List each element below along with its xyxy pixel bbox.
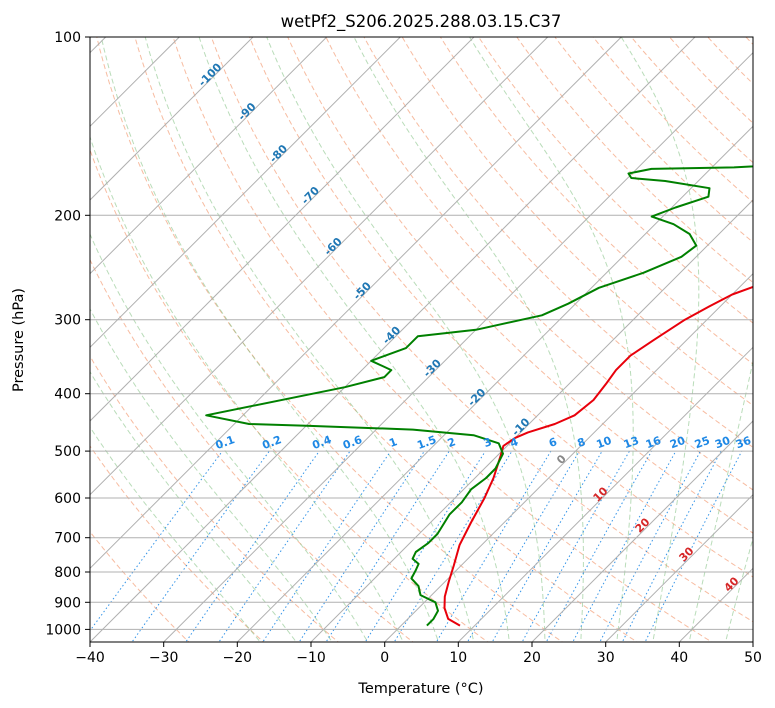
- x-tick-label: 40: [670, 650, 688, 666]
- y-tick-label: 1000: [45, 622, 81, 638]
- isotherm-gridline: [163, 51, 753, 642]
- mixing-ratio-label: 1.5: [415, 433, 438, 452]
- moist-adiabat-line: [90, 370, 297, 642]
- mixing-ratio-label: 25: [693, 434, 712, 451]
- plot-frame: [89, 36, 754, 643]
- mixing-ratio-label: 2: [446, 435, 458, 450]
- x-axis: −40 −30 −20 −10 0 10 20 30 40 50: [75, 642, 762, 666]
- mixing-ratio-label: 8: [576, 435, 588, 450]
- x-tick-label: 20: [523, 650, 541, 666]
- y-tick-label: 200: [54, 208, 81, 224]
- mixing-ratio-label: 30: [713, 434, 732, 452]
- moist-adiabat-line: [90, 232, 369, 642]
- dry-adiabat-line: [325, 37, 753, 491]
- y-tick-label: 400: [54, 387, 81, 403]
- dry-adiabat-line: [287, 37, 753, 534]
- mixing-ratio-line: [218, 450, 351, 642]
- mixing-ratio-line: [621, 450, 722, 642]
- mixing-ratio-label: 0.4: [310, 433, 333, 452]
- mixing-ratio-label: 1: [387, 435, 399, 450]
- y-tick-label: 900: [54, 595, 81, 611]
- moist-adiabat-line: [90, 426, 261, 642]
- x-tick-label: 50: [744, 650, 762, 666]
- mixing-ratio-label: 36: [734, 434, 753, 452]
- mixing-ratio-line: [466, 450, 580, 642]
- isotherm-gridline: [236, 125, 753, 642]
- isotherm-gridline: [90, 37, 549, 496]
- dry-adiabat-line: [401, 37, 753, 406]
- mixing-ratio-label: 4: [508, 435, 520, 450]
- x-tick-label: 0: [380, 650, 389, 666]
- isotherm-gridline: [90, 37, 401, 349]
- isotherm-gridline: [90, 37, 254, 201]
- mixing-ratio-line: [599, 450, 701, 642]
- isotherm-gridline: [531, 420, 753, 642]
- dewpoint-profile-line: [205, 165, 753, 627]
- mixing-ratio-label: 6: [547, 435, 559, 450]
- y-axis-title: Pressure (hPa): [11, 288, 27, 392]
- mixing-ratio-line: [393, 450, 513, 642]
- moist-adiabat-line: [688, 358, 753, 642]
- isotherm-gridline: [90, 37, 622, 570]
- x-tick-label: −20: [223, 650, 253, 666]
- mixing-ratio-line: [325, 450, 450, 642]
- mixing-ratio-line: [298, 450, 425, 642]
- isotherm-gridline: [90, 37, 328, 275]
- isotherm-gridline: [457, 346, 753, 642]
- moist-adiabat-line: [725, 536, 753, 642]
- isotherm-gridline: [605, 493, 753, 642]
- background-lines: [90, 37, 753, 642]
- profile-lines: [205, 165, 753, 627]
- isotherm-gridline: [310, 199, 753, 642]
- dry-adiabat-line: [90, 148, 489, 642]
- mixing-ratio-label: 0.1: [214, 433, 237, 452]
- isotherm-gridline: [384, 272, 753, 642]
- y-tick-label: 800: [54, 565, 81, 581]
- temperature-profile-line: [443, 285, 753, 627]
- x-tick-label: 10: [449, 650, 467, 666]
- dry-adiabat-line: [439, 37, 753, 365]
- mixing-ratio-line: [90, 450, 223, 632]
- mixing-ratio-label: 10: [595, 434, 614, 452]
- y-tick-label: 600: [54, 491, 81, 507]
- mixing-ratio-label: 0.6: [341, 433, 364, 452]
- moist-adiabat-line: [266, 37, 546, 642]
- mixing-ratio-label: 13: [622, 434, 641, 451]
- mixing-ratio-label: 20: [668, 434, 687, 452]
- y-tick-label: 300: [54, 313, 81, 329]
- moist-adiabat-line: [100, 37, 440, 642]
- isotherm-gridline: [90, 37, 696, 642]
- x-tick-label: −30: [149, 650, 179, 666]
- dry-adiabat-line: [172, 37, 713, 642]
- moist-adiabat-line: [620, 37, 700, 642]
- mixing-ratio-label: 16: [644, 434, 663, 452]
- y-axis: 100 200 300 400 500 600 700 800 900 1000: [45, 30, 90, 638]
- mixing-ratio-line: [262, 450, 392, 642]
- mixing-ratio-line: [572, 450, 677, 642]
- moist-adiabat-line: [353, 37, 584, 642]
- dry-adiabat-line: [363, 37, 753, 448]
- isotherm-gridline: [90, 37, 475, 422]
- y-tick-label: 500: [54, 444, 81, 460]
- mixing-ratio-label: 3: [482, 435, 494, 450]
- mixing-ratio-line: [185, 450, 320, 642]
- y-tick-label: 700: [54, 531, 81, 547]
- chart-title: wetPf2_S206.2025.288.03.15.C37: [281, 12, 562, 32]
- mixing-ratio-line: [131, 450, 270, 642]
- plot-area: [90, 37, 753, 642]
- x-tick-label: −40: [75, 650, 105, 666]
- x-axis-title: Temperature (°C): [357, 681, 483, 697]
- x-tick-label: −10: [296, 650, 326, 666]
- x-tick-label: 30: [597, 650, 615, 666]
- moist-adiabat-line: [144, 37, 475, 642]
- dry-adiabat-line: [248, 37, 753, 578]
- mixing-ratio-label: 0.2: [261, 433, 284, 452]
- moist-adiabat-line: [468, 37, 634, 642]
- y-tick-label: 100: [54, 30, 81, 46]
